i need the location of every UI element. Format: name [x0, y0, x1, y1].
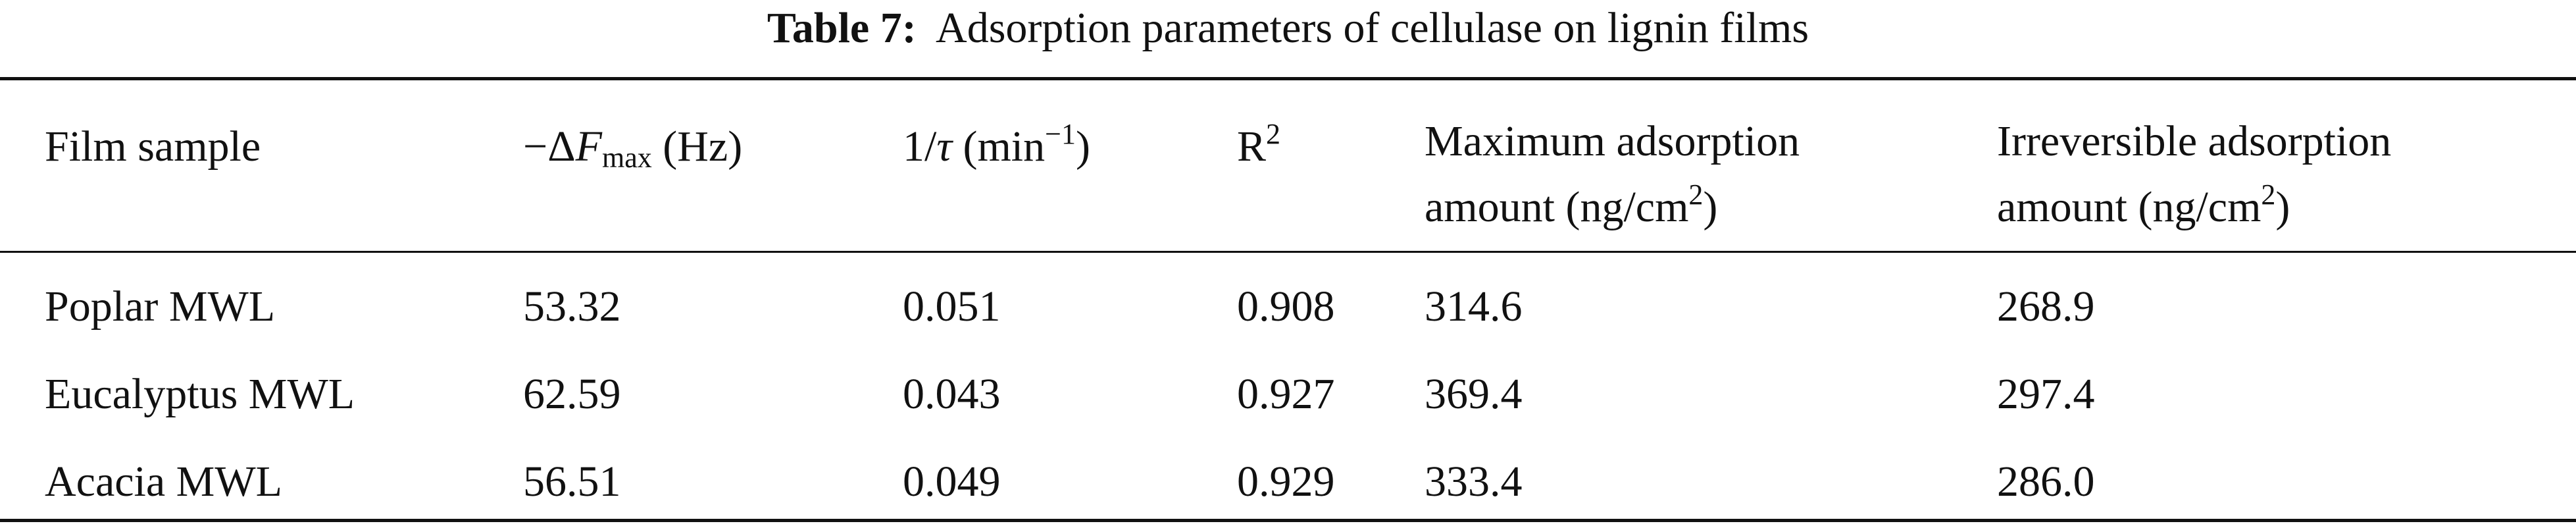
table-cell: 0.051 — [903, 282, 1001, 331]
caption-label: Table 7: — [767, 4, 917, 52]
header-text: amount (ng/cm — [1997, 183, 2261, 231]
table-cell: 297.4 — [1997, 370, 2095, 418]
caption-text: Adsorption parameters of cellulase on li… — [936, 4, 1809, 52]
header-text: Irreversible adsorption — [1997, 117, 2392, 165]
table-cell: 0.043 — [903, 370, 1001, 418]
table-cell: 56.51 — [523, 458, 621, 506]
header-text: τ — [936, 122, 952, 171]
header-text: ) — [1075, 122, 1090, 171]
table-cell: 0.908 — [1237, 282, 1335, 331]
table-cell: 0.929 — [1237, 458, 1335, 506]
header-text: R — [1237, 122, 1267, 171]
table-cell: 314.6 — [1425, 282, 1523, 331]
header-cell: 1/τ (min−1) — [903, 120, 1090, 171]
table-cell: 333.4 — [1425, 458, 1523, 506]
header-cell: R2 — [1237, 120, 1280, 171]
header-text: 1/ — [903, 122, 937, 171]
header-text: Maximum adsorption — [1425, 117, 1800, 165]
header-text: −Δ — [523, 122, 576, 171]
header-text: ) — [2275, 183, 2290, 231]
table-cell: 53.32 — [523, 282, 621, 331]
row-label: Eucalyptus MWL — [45, 370, 355, 418]
header-subscript: max — [602, 142, 652, 174]
table-cell: 268.9 — [1997, 282, 2095, 331]
mid-rule — [0, 251, 2576, 253]
header-cell: −ΔFmax (Hz) — [523, 122, 743, 172]
table-cell: 286.0 — [1997, 458, 2095, 506]
top-rule — [0, 77, 2576, 80]
header-cell: Film sample — [45, 125, 261, 169]
header-cell: Irreversible adsorption amount (ng/cm2) — [1997, 109, 2391, 240]
header-superscript: 2 — [1266, 118, 1281, 150]
caption: Table 7: Adsorption parameters of cellul… — [0, 7, 2576, 50]
table-cell: 0.049 — [903, 458, 1001, 506]
row-label: Poplar MWL — [45, 282, 276, 331]
header-superscript: 2 — [2261, 178, 2276, 211]
header-text: ) — [1703, 183, 1718, 231]
table-cell: 62.59 — [523, 370, 621, 418]
header-text: (Hz) — [651, 122, 743, 171]
bottom-rule — [0, 519, 2576, 522]
table-cell: 369.4 — [1425, 370, 1523, 418]
table-cell: 0.927 — [1237, 370, 1335, 418]
header-text: Film sample — [45, 122, 261, 171]
header-text: F — [575, 122, 602, 171]
row-label: Acacia MWL — [45, 458, 282, 506]
header-text: amount (ng/cm — [1425, 183, 1689, 231]
header-superscript: 2 — [1688, 178, 1704, 211]
header-text: (min — [951, 122, 1046, 171]
header-cell: Maximum adsorption amount (ng/cm2) — [1425, 109, 1800, 240]
header-superscript: −1 — [1045, 118, 1076, 150]
